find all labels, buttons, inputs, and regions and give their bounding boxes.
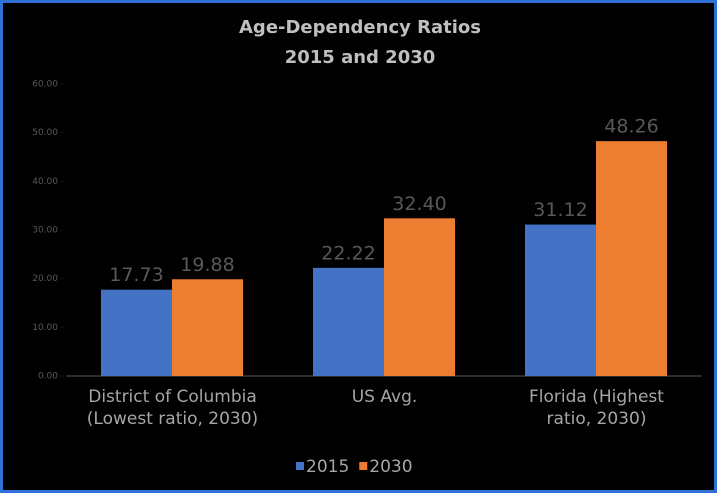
bar	[101, 289, 172, 376]
x-tick-label: Florida (Highest ratio, 2030)	[529, 387, 664, 429]
y-tick-label: 40.00	[32, 177, 58, 187]
bar	[384, 218, 455, 376]
data-label: 22.22	[321, 242, 375, 264]
y-tick-label: 20.00	[32, 274, 58, 284]
legend-label: 2015	[306, 457, 349, 477]
legend-label: 2030	[369, 457, 412, 477]
y-tick-label: 30.00	[32, 226, 58, 236]
data-label: 31.12	[533, 199, 587, 221]
legend-swatch	[359, 462, 368, 470]
data-label: 32.40	[392, 193, 446, 215]
y-tick-label: 0.00	[38, 372, 58, 382]
y-tick-label: 10.00	[32, 323, 58, 333]
legend-swatch	[296, 462, 304, 470]
chart-title: Age-Dependency Ratios	[239, 17, 481, 38]
bar	[172, 279, 243, 376]
x-tick-label: District of Columbia (Lowest ratio, 2030…	[86, 387, 259, 429]
data-label: 19.88	[180, 254, 234, 276]
x-tick-label: US Avg.	[351, 387, 418, 407]
bar	[313, 267, 384, 376]
bar	[525, 224, 596, 376]
y-tick-label: 60.00	[32, 80, 58, 90]
data-label: 17.73	[109, 264, 163, 286]
bar	[596, 141, 667, 376]
y-tick-label: 50.00	[32, 128, 58, 138]
data-label: 48.26	[604, 116, 658, 138]
chart-subtitle: 2015 and 2030	[285, 47, 436, 68]
